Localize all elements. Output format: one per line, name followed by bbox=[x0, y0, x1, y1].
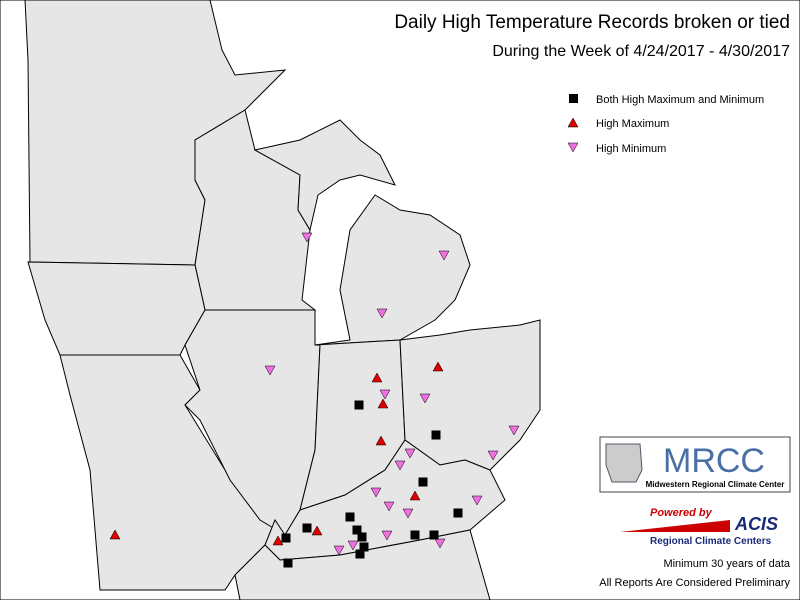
iowa bbox=[27, 261, 206, 356]
legend-label: High Maximum bbox=[596, 118, 669, 130]
marker-high-minimum bbox=[508, 425, 520, 436]
marker-both bbox=[345, 512, 355, 522]
marker-high-minimum bbox=[383, 501, 395, 512]
marker-both bbox=[352, 525, 362, 535]
marker-high-maximum bbox=[375, 435, 387, 446]
marker-both bbox=[283, 558, 293, 568]
marker-both bbox=[431, 430, 441, 440]
logo-name: MRCC bbox=[663, 442, 765, 480]
marker-high-minimum bbox=[376, 308, 388, 319]
title: Daily High Temperature Records broken or… bbox=[394, 12, 790, 33]
marker-high-minimum bbox=[471, 495, 483, 506]
marker-high-minimum bbox=[301, 232, 313, 243]
markers bbox=[109, 232, 520, 568]
legend-label: High Minimum bbox=[596, 143, 666, 155]
michigan-up bbox=[253, 119, 396, 232]
marker-both bbox=[359, 542, 369, 552]
note: All Reports Are Considered Preliminary bbox=[599, 577, 790, 589]
marker-high-maximum bbox=[409, 490, 421, 501]
legend-triangle-down bbox=[567, 142, 579, 153]
marker-high-minimum bbox=[438, 250, 450, 261]
marker-high-minimum bbox=[370, 487, 382, 498]
marker-high-minimum bbox=[434, 538, 446, 549]
acis-name: ACIS bbox=[734, 514, 778, 534]
kentucky bbox=[264, 439, 506, 561]
marker-high-minimum bbox=[347, 540, 359, 551]
marker-both bbox=[354, 400, 364, 410]
marker-both bbox=[418, 477, 428, 487]
michigan-lp bbox=[314, 194, 471, 346]
marker-both bbox=[357, 532, 367, 542]
legend-label: Both High Maximum and Minimum bbox=[596, 94, 764, 106]
states bbox=[24, 0, 541, 600]
marker-high-maximum bbox=[371, 372, 383, 383]
marker-high-minimum bbox=[394, 460, 406, 471]
marker-high-minimum bbox=[379, 389, 391, 400]
marker-high-minimum bbox=[264, 365, 276, 376]
acis-powered: Powered by bbox=[650, 507, 713, 519]
marker-both bbox=[302, 523, 312, 533]
subtitle: During the Week of 4/24/2017 - 4/30/2017 bbox=[492, 43, 790, 60]
legend-triangle bbox=[567, 117, 579, 128]
acis-swoosh bbox=[620, 520, 730, 532]
legend-square bbox=[569, 94, 578, 103]
marker-high-maximum bbox=[377, 398, 389, 409]
marker-both bbox=[453, 508, 463, 518]
marker-both bbox=[429, 530, 439, 540]
marker-high-maximum bbox=[109, 529, 121, 540]
logo-map bbox=[605, 443, 643, 483]
marker-high-maximum bbox=[272, 535, 284, 546]
marker-both bbox=[355, 549, 365, 559]
marker-high-maximum bbox=[311, 525, 323, 536]
acis-sub: Regional Climate Centers bbox=[650, 536, 772, 547]
marker-both bbox=[281, 533, 291, 543]
marker-high-minimum bbox=[404, 448, 416, 459]
marker-high-minimum bbox=[381, 530, 393, 541]
marker-high-minimum bbox=[333, 545, 345, 556]
marker-high-maximum bbox=[432, 361, 444, 372]
marker-high-minimum bbox=[487, 450, 499, 461]
marker-high-minimum bbox=[419, 393, 431, 404]
note: Minimum 30 years of data bbox=[663, 558, 790, 570]
marker-high-minimum bbox=[402, 508, 414, 519]
marker-both bbox=[410, 530, 420, 540]
logo-full-name: Midwestern Regional Climate Center bbox=[646, 480, 785, 489]
